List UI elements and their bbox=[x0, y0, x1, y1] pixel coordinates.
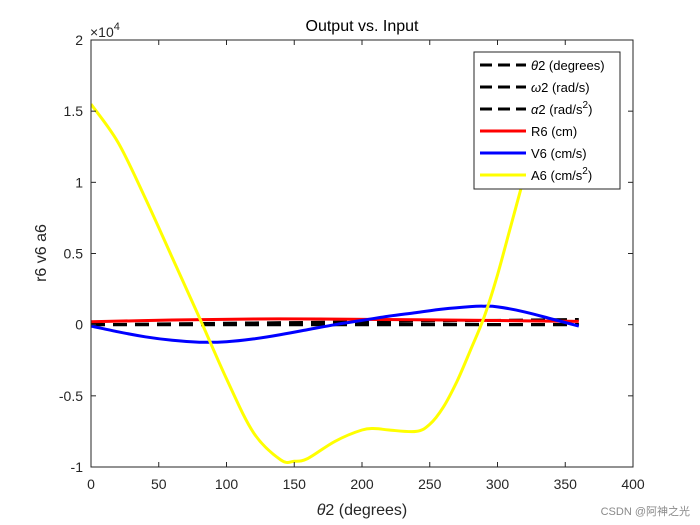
legend-label-A6: A6 (cm/s2) bbox=[531, 166, 592, 183]
x-tick-label: 150 bbox=[283, 476, 307, 492]
y-tick-label: 0 bbox=[75, 317, 83, 333]
y-exponent-label: ×104 bbox=[90, 21, 120, 40]
legend-label-theta2: θ2 (degrees) bbox=[531, 58, 605, 73]
y-tick-label: 2 bbox=[75, 32, 83, 48]
chart-title: Output vs. Input bbox=[306, 18, 420, 35]
legend: θ2 (degrees) ω2 (rad/s) α2 (rad/s2) R6 (cm)… bbox=[473, 51, 621, 190]
svg-text:×104: ×104 bbox=[90, 21, 120, 40]
series-layer bbox=[91, 103, 580, 464]
legend-label-alpha2: α2 (rad/s2) bbox=[531, 100, 592, 117]
series-line-A6 bbox=[91, 103, 527, 464]
series-line-R6 bbox=[91, 317, 579, 324]
x-tick-label: 200 bbox=[350, 476, 374, 492]
y-axis-title: r6 v6 a6 bbox=[33, 224, 50, 282]
y-tick-label: -1 bbox=[71, 459, 84, 475]
y-tick-label: 1 bbox=[75, 174, 83, 190]
tick-layer: 0 50 100 150 200 250 300 350 400 -1 -0.5 0 0.5 1 1.5 2 bbox=[59, 32, 645, 492]
x-tick-label: 350 bbox=[554, 476, 578, 492]
legend-label-R6: R6 (cm) bbox=[531, 124, 577, 139]
y-tick-label: 0.5 bbox=[64, 246, 84, 262]
x-tick-label: 300 bbox=[486, 476, 510, 492]
x-tick-label: 50 bbox=[151, 476, 167, 492]
x-tick-label: 400 bbox=[621, 476, 645, 492]
legend-label-omega2: ω2 (rad/s) bbox=[531, 80, 590, 95]
x-tick-label: 100 bbox=[215, 476, 239, 492]
y-tick-label: 1.5 bbox=[64, 103, 84, 119]
x-tick-label: 250 bbox=[418, 476, 442, 492]
legend-label-V6: V6 (cm/s) bbox=[531, 146, 587, 161]
x-tick-label: 0 bbox=[87, 476, 95, 492]
series-line-V6 bbox=[91, 304, 580, 344]
watermark-text: CSDN @阿神之光 bbox=[600, 506, 690, 518]
legend-box bbox=[473, 51, 621, 190]
y-tick-label: -0.5 bbox=[59, 388, 83, 404]
x-axis-title: θ2 (degrees) bbox=[317, 502, 408, 519]
